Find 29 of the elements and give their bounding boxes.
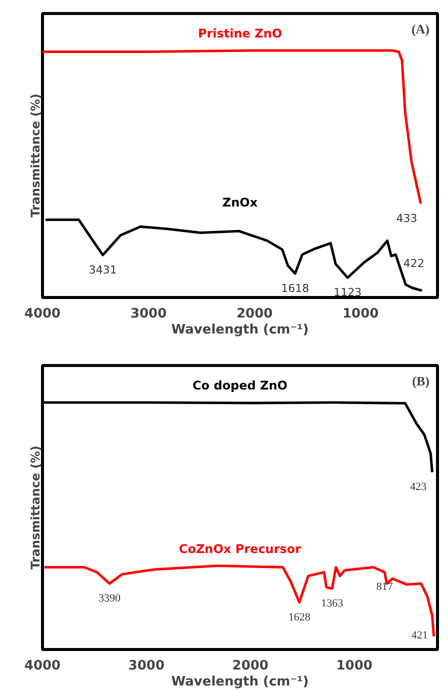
x-tick-label: 2000 xyxy=(232,658,268,674)
annotation: 1628 xyxy=(288,611,311,624)
annotation: 423 xyxy=(410,481,427,494)
annotation: 817 xyxy=(376,581,394,594)
chart-title: (B) xyxy=(412,374,430,388)
x-tick-label: 1000 xyxy=(342,306,379,322)
annotation: 421 xyxy=(411,629,428,642)
x-tick-label: 3000 xyxy=(130,306,167,322)
series-label: CoZnOx Precursor xyxy=(178,542,302,556)
series-label: Pristine ZnO xyxy=(198,26,282,41)
chart-title: (A) xyxy=(411,22,430,36)
annotation: 422 xyxy=(403,257,424,270)
x-tick-label: 4000 xyxy=(24,658,61,674)
annotation: 1363 xyxy=(321,598,344,610)
x-tick-label: 1000 xyxy=(336,658,372,674)
annotation: 1123 xyxy=(334,286,362,300)
annotation: 1618 xyxy=(281,282,310,296)
annotation: 3431 xyxy=(88,264,117,277)
x-tick-label: 4000 xyxy=(24,306,61,322)
series-label: ZnOx xyxy=(222,196,258,210)
annotation: 3390 xyxy=(98,592,122,605)
series-label: Co doped ZnO xyxy=(192,378,288,393)
y-axis-title: Transmittance (%) xyxy=(28,446,42,570)
x-tick-label: 2000 xyxy=(236,306,273,322)
x-axis-title: Wavelength (cm⁻¹) xyxy=(171,322,309,338)
annotation: 433 xyxy=(396,212,418,226)
x-tick-label: 3000 xyxy=(128,658,165,674)
y-axis-title: Transmittance (%) xyxy=(28,94,42,218)
x-axis-title: Wavelength (cm⁻¹) xyxy=(171,674,309,690)
